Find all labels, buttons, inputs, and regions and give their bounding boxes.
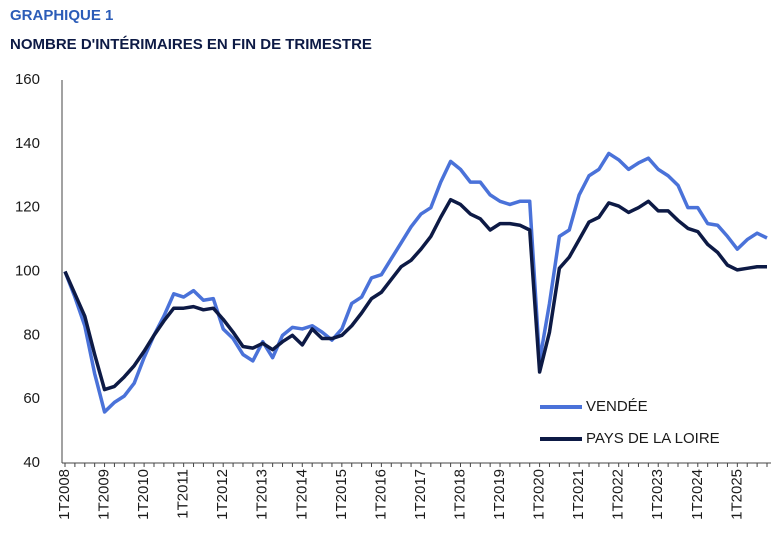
x-tick-label: 1T2013	[254, 469, 271, 520]
x-tick-label: 1T2008	[56, 469, 73, 520]
y-tick-label: 160	[15, 71, 40, 88]
x-tick-label: 1T2010	[135, 469, 152, 520]
x-tick-label: 1T2021	[570, 469, 587, 520]
y-tick-label: 100	[15, 262, 40, 279]
series-line	[63, 151, 768, 414]
legend-label: PAYS DE LA LOIRE	[586, 430, 720, 447]
x-tick-label: 1T2017	[412, 469, 429, 520]
x-tick-label: 1T2024	[689, 469, 706, 520]
chart-title: GRAPHIQUE 1	[10, 7, 113, 24]
x-tick-label: 1T2015	[333, 469, 350, 520]
legend-label: VENDÉE	[586, 398, 648, 415]
chart-subtitle: NOMBRE D'INTÉRIMAIRES EN FIN DE TRIMESTR…	[10, 36, 372, 53]
x-tick-label: 1T2018	[451, 469, 468, 520]
x-tick-label: 1T2025	[728, 469, 745, 520]
y-tick-label: 40	[23, 454, 40, 471]
x-tick-label: 1T2011	[175, 469, 192, 519]
x-tick-label: 1T2023	[649, 469, 666, 520]
x-tick-label: 1T2012	[214, 469, 231, 520]
y-tick-label: 140	[15, 135, 40, 152]
y-tick-label: 80	[23, 326, 40, 343]
x-tick-label: 1T2016	[372, 469, 389, 520]
y-tick-label: 60	[23, 390, 40, 407]
series-line	[63, 197, 767, 392]
x-tick-label: 1T2009	[96, 469, 113, 520]
x-tick-label: 1T2014	[293, 469, 310, 520]
x-tick-label: 1T2020	[531, 469, 548, 520]
x-tick-label: 1T2019	[491, 469, 508, 520]
x-tick-label: 1T2022	[610, 469, 627, 520]
y-tick-label: 120	[15, 199, 40, 216]
